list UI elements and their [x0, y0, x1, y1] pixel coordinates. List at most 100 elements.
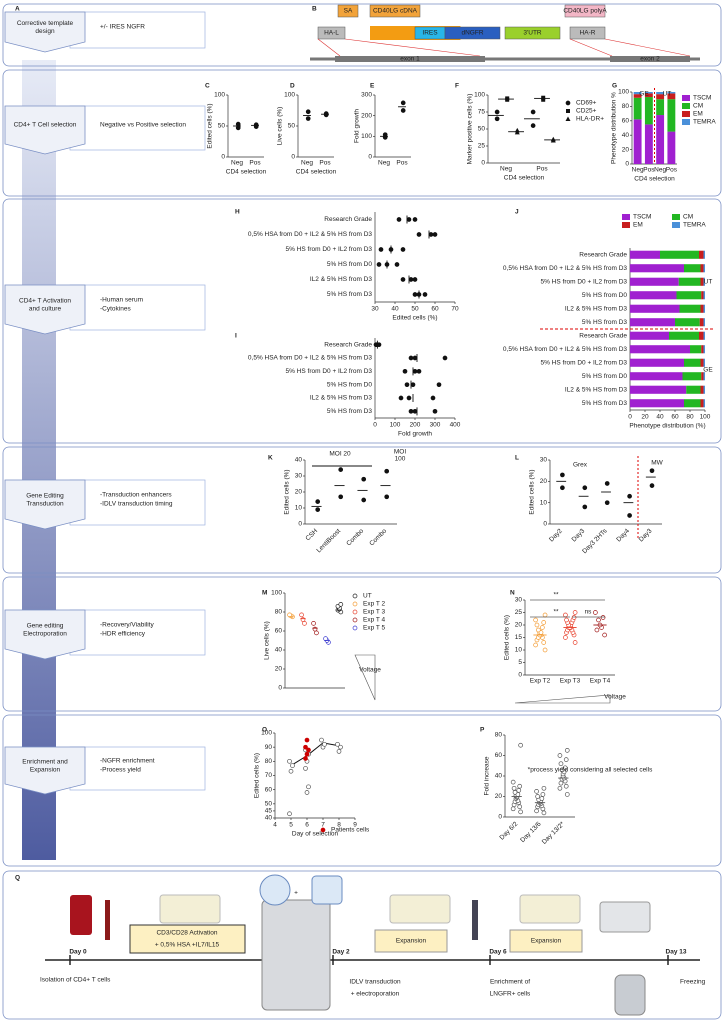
bar-segment [703, 372, 705, 381]
step-title: Corrective template design [17, 20, 74, 35]
step-note: -Recovery/Viability [100, 622, 154, 629]
construct-label: dNGFR [461, 30, 483, 37]
data-point [408, 408, 414, 414]
step-title: Gene editing Electroporation [23, 622, 67, 637]
bar-segment [667, 131, 676, 164]
y-tick-label: 10 [295, 505, 303, 512]
y-tick-label: 20 [295, 489, 303, 496]
data-point [303, 744, 308, 750]
data-point [558, 780, 564, 786]
data-point [541, 785, 547, 791]
data-point [627, 493, 632, 499]
panel-letter: M [262, 590, 267, 597]
bar-segment [630, 291, 677, 300]
annotation: Grex [573, 462, 588, 469]
y-tick-label: 75 [478, 109, 486, 116]
panel-letter: A [15, 6, 20, 13]
y-tick-label: 50 [478, 126, 486, 133]
y-tick-label: 100 [261, 730, 272, 737]
data-point [406, 395, 412, 401]
y-tick-label: 20 [275, 666, 283, 673]
x-tick-label: 4 [273, 822, 277, 829]
step-note: -Process yield [100, 767, 141, 774]
y-tick-label: 80 [265, 758, 273, 765]
bar-segment [700, 304, 704, 313]
y-tick-label: 70 [265, 772, 273, 779]
data-point [533, 617, 538, 623]
bar-segment [630, 250, 660, 259]
data-point [400, 247, 406, 252]
data-point [235, 121, 241, 127]
data-point [565, 116, 571, 121]
data-point [412, 355, 418, 361]
bar-segment [703, 318, 705, 327]
data-point [563, 612, 568, 618]
step-chevron [4, 105, 86, 155]
data-point [406, 217, 412, 222]
data-point [361, 476, 367, 482]
y-tick-label: IL2 & 5% HS from D3 [310, 395, 373, 402]
virus [259, 874, 291, 906]
y-tick-label: 0,5% HSA from D0 + IL2 & 5% HS from D3 [503, 265, 627, 272]
data-point [319, 737, 324, 743]
data-point [512, 790, 518, 795]
legend-label: Exp T 2 [363, 601, 386, 608]
data-point [323, 111, 329, 116]
legend-swatch [672, 222, 680, 228]
construct-box [317, 26, 346, 40]
data-point [412, 292, 418, 297]
day-label: Day 2 [332, 949, 350, 956]
x-tick-label: Exp T3 [560, 678, 581, 685]
x-tick-label: Pos [536, 166, 548, 173]
bar-segment [703, 277, 705, 286]
data-point [404, 382, 410, 388]
construct-label: HA-L [324, 30, 339, 37]
y-tick-label: IL2 & 5% HS from D3 [310, 276, 373, 283]
legend-label: Patients cells [331, 827, 370, 834]
bar-segment [700, 264, 704, 273]
step-label: Expansion [396, 938, 427, 945]
y-tick-label: 80 [275, 609, 283, 616]
panel-letter: K [268, 455, 273, 462]
y-axis-title: Marker positive cells (%) [467, 94, 474, 165]
exon [335, 56, 485, 62]
y-tick-label: 5% HS from D0 [582, 373, 628, 380]
bar-segment [703, 304, 705, 313]
data-point [517, 783, 523, 789]
panel-letter: O [262, 727, 267, 734]
bar-segment [644, 92, 653, 94]
day-label: Day 0 [69, 949, 87, 956]
freezer [599, 901, 651, 933]
data-point [416, 368, 422, 374]
data-point [400, 100, 406, 106]
data-point [572, 640, 578, 645]
blood-bag [70, 895, 92, 935]
row-frame [2, 198, 722, 444]
data-point [384, 468, 390, 474]
annotation: *process yield considering all selected … [528, 767, 653, 774]
x-axis-title: Day of selection [292, 831, 339, 838]
legend-label: HLA-DR+ [576, 116, 604, 123]
step-label: + [294, 890, 298, 897]
x-tick-label: 80 [686, 414, 694, 421]
data-point [518, 809, 523, 815]
y-tick-label: 0 [498, 814, 502, 821]
data-point [253, 122, 259, 128]
y-tick-label: 100 [271, 590, 282, 597]
data-point [287, 758, 292, 764]
exon-label: exon 1 [400, 56, 420, 63]
bar-segment [700, 358, 704, 367]
data-point [593, 610, 598, 615]
y-tick-label: 25 [515, 609, 523, 616]
y-tick-label: 45 [265, 808, 273, 815]
data-point [384, 494, 390, 500]
legend-label: CD25+ [576, 108, 597, 115]
y-tick-label: 5% HS from D0 [327, 261, 373, 268]
y-tick-label: 10 [540, 499, 548, 506]
bar-segment [644, 124, 653, 164]
data-point [338, 744, 343, 750]
step-note: -IDLV transduction timing [100, 501, 173, 508]
data-point [304, 790, 310, 795]
bar-segment [678, 277, 701, 286]
y-tick-label: 0,5% HSA from D0 + IL2 & 5% HS from D3 [248, 231, 372, 238]
